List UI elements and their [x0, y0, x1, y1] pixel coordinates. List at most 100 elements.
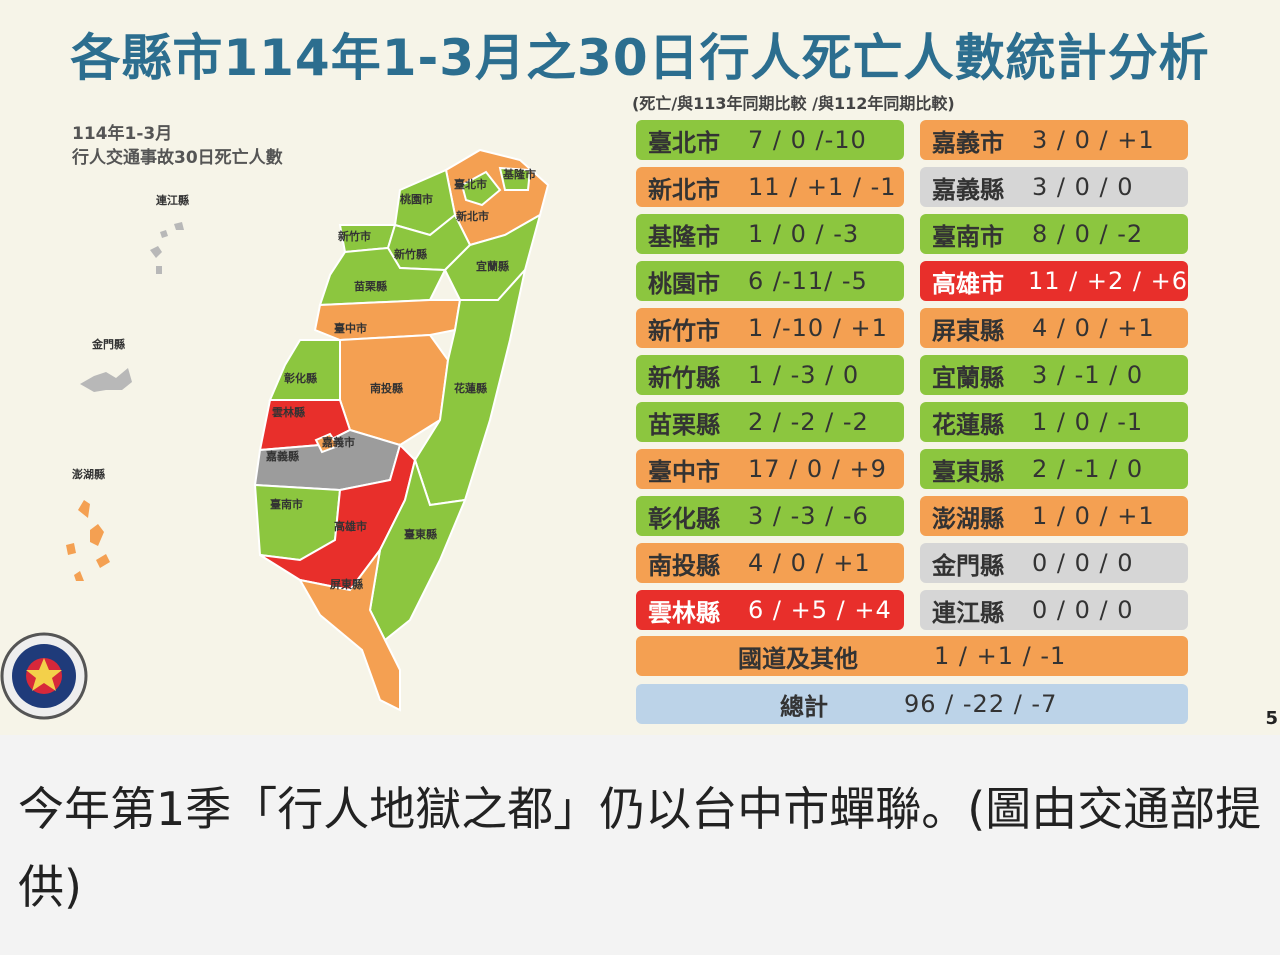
row-name: 臺南市 — [932, 222, 1004, 251]
map-label-keelung: 基隆市 — [502, 167, 536, 181]
map-label-kaohsiung: 高雄市 — [334, 519, 367, 533]
row-value: 7 / 0 /-10 — [748, 126, 867, 154]
row-total-value: 96 / -22 / -7 — [904, 690, 1058, 718]
table-row: 南投縣 4 / 0 / +1 — [636, 543, 904, 583]
row-total: 總計 96 / -22 / -7 — [636, 684, 1188, 724]
row-value: 2 / -1 / 0 — [1032, 455, 1144, 483]
map-label-pingtung: 屏東縣 — [330, 577, 363, 591]
row-name: 雲林縣 — [648, 598, 720, 627]
row-name: 臺東縣 — [932, 457, 1004, 486]
table-row: 彰化縣 3 / -3 / -6 — [636, 496, 904, 536]
table-row: 苗栗縣 2 / -2 / -2 — [636, 402, 904, 442]
taiwan-main-island — [253, 148, 550, 712]
row-value: 17 / 0 / +9 — [748, 455, 887, 483]
table-row: 連江縣 0 / 0 / 0 — [920, 590, 1188, 630]
table-row: 新竹縣 1 / -3 / 0 — [636, 355, 904, 395]
region-keelung — [498, 166, 532, 191]
map-label-penghu: 澎湖縣 — [72, 467, 105, 481]
row-value: 0 / 0 / 0 — [1032, 549, 1134, 577]
row-value: 3 / 0 / 0 — [1032, 173, 1134, 201]
row-value: 0 / 0 / 0 — [1032, 596, 1134, 624]
row-value: 11 / +2 / +6 — [1028, 267, 1188, 295]
row-name: 臺北市 — [648, 128, 720, 157]
map-label-nantou: 南投縣 — [370, 381, 403, 395]
region-chiayi-city — [314, 432, 340, 454]
page-number: 5 — [1265, 708, 1278, 729]
table-row: 高雄市 11 / +2 / +6 — [920, 261, 1188, 301]
table-row: 嘉義縣 3 / 0 / 0 — [920, 167, 1188, 207]
region-miaoli — [318, 246, 447, 307]
map-label-tainan: 臺南市 — [270, 497, 303, 511]
row-value: 1 / 0 / -1 — [1032, 408, 1144, 436]
map-label-yunlin: 雲林縣 — [272, 405, 305, 419]
row-name: 嘉義縣 — [932, 175, 1004, 204]
map-label-changhua: 彰化縣 — [284, 371, 317, 385]
row-name: 新北市 — [648, 175, 720, 204]
map-label-taichung: 臺中市 — [334, 321, 367, 335]
row-name: 金門縣 — [932, 551, 1004, 580]
table-row: 新北市 11 / +1 / -1 — [636, 167, 904, 207]
table-row: 宜蘭縣 3 / -1 / 0 — [920, 355, 1188, 395]
row-name: 連江縣 — [932, 598, 1004, 627]
infographic-title: 各縣市114年1-3月之30日行人死亡人數統計分析 — [70, 29, 1210, 87]
map-label-hualien: 花蓮縣 — [454, 381, 487, 395]
row-name: 桃園市 — [648, 269, 720, 298]
map-label-hsinchu-county: 新竹縣 — [394, 247, 427, 261]
map-label-chiayi-city: 嘉義市 — [321, 435, 355, 449]
map-labels: 連江縣 金門縣 澎湖縣 基隆市 臺北市 新北市 桃園市 新竹市 新竹縣 宜蘭縣 … — [72, 167, 536, 591]
row-name: 高雄市 — [932, 269, 1004, 298]
map-label-taipei: 臺北市 — [454, 177, 487, 191]
region-taipei — [460, 170, 502, 207]
map-label-taoyuan: 桃園市 — [400, 192, 433, 206]
table-row: 桃園市 6 /-11/ -5 — [636, 261, 904, 301]
table-row: 金門縣 0 / 0 / 0 — [920, 543, 1188, 583]
row-highway-value: 1 / +1 / -1 — [934, 642, 1067, 670]
map-label-newtaipei: 新北市 — [456, 209, 489, 223]
row-name: 苗栗縣 — [648, 410, 720, 439]
police-emblem-logo — [0, 632, 88, 720]
region-pingtung — [298, 549, 401, 712]
row-name: 新竹縣 — [648, 363, 720, 392]
row-value: 1 / 0 / -3 — [748, 220, 860, 248]
table-row: 臺中市 17 / 0 / +9 — [636, 449, 904, 489]
region-taitung — [368, 456, 467, 642]
row-value: 1 / 0 / +1 — [1032, 502, 1155, 530]
map-label-lienchiang: 連江縣 — [156, 193, 189, 207]
row-value: 6 / +5 / +4 — [748, 596, 892, 624]
map-label-period: 114年1-3月 — [72, 124, 173, 144]
lienchiang-islands — [150, 222, 184, 274]
row-value: 2 / -2 / -2 — [748, 408, 869, 436]
row-name: 澎湖縣 — [932, 504, 1004, 533]
map-legend-label: 114年1-3月 行人交通事故30日死亡人數 — [72, 122, 283, 170]
table-row: 嘉義市 3 / 0 / +1 — [920, 120, 1188, 160]
row-name: 宜蘭縣 — [932, 363, 1004, 392]
row-name: 彰化縣 — [648, 504, 720, 533]
map-label-miaoli: 苗栗縣 — [354, 279, 387, 293]
row-name: 南投縣 — [648, 551, 720, 580]
row-name: 新竹市 — [648, 316, 720, 345]
map-label-chiayi-county: 嘉義縣 — [265, 449, 299, 463]
table-row: 臺東縣 2 / -1 / 0 — [920, 449, 1188, 489]
table-row: 澎湖縣 1 / 0 / +1 — [920, 496, 1188, 536]
infographic: 各縣市114年1-3月之30日行人死亡人數統計分析 (死亡/與113年同期比較 … — [0, 0, 1280, 735]
row-name: 屏東縣 — [932, 316, 1004, 345]
row-value: 1 /-10 / +1 — [748, 314, 888, 342]
row-value: 1 / -3 / 0 — [748, 361, 860, 389]
row-name: 嘉義市 — [932, 128, 1004, 157]
taiwan-map: 連江縣 金門縣 澎湖縣 基隆市 臺北市 新北市 桃園市 新竹市 新竹縣 宜蘭縣 … — [66, 148, 550, 712]
table-row: 花蓮縣 1 / 0 / -1 — [920, 402, 1188, 442]
map-label-yilan: 宜蘭縣 — [476, 259, 509, 273]
map-label-hsinchu-city: 新竹市 — [338, 229, 371, 243]
article-caption: 今年第1季「行人地獄之都」仍以台中市蟬聯。(圖由交通部提供) — [18, 782, 1262, 914]
penghu-islands — [66, 500, 110, 581]
row-value: 3 / -1 / 0 — [1032, 361, 1144, 389]
infographic-subtitle: (死亡/與113年同期比較 /與112年同期比較) — [632, 94, 955, 113]
row-highway-name: 國道及其他 — [738, 644, 858, 673]
row-value: 3 / -3 / -6 — [748, 502, 869, 530]
row-name: 臺中市 — [648, 457, 720, 486]
table-row: 臺北市 7 / 0 /-10 — [636, 120, 904, 160]
row-total-name: 總計 — [780, 692, 828, 721]
kinmen-island — [80, 368, 132, 392]
row-value: 11 / +1 / -1 — [748, 173, 897, 201]
row-value: 3 / 0 / +1 — [1032, 126, 1155, 154]
